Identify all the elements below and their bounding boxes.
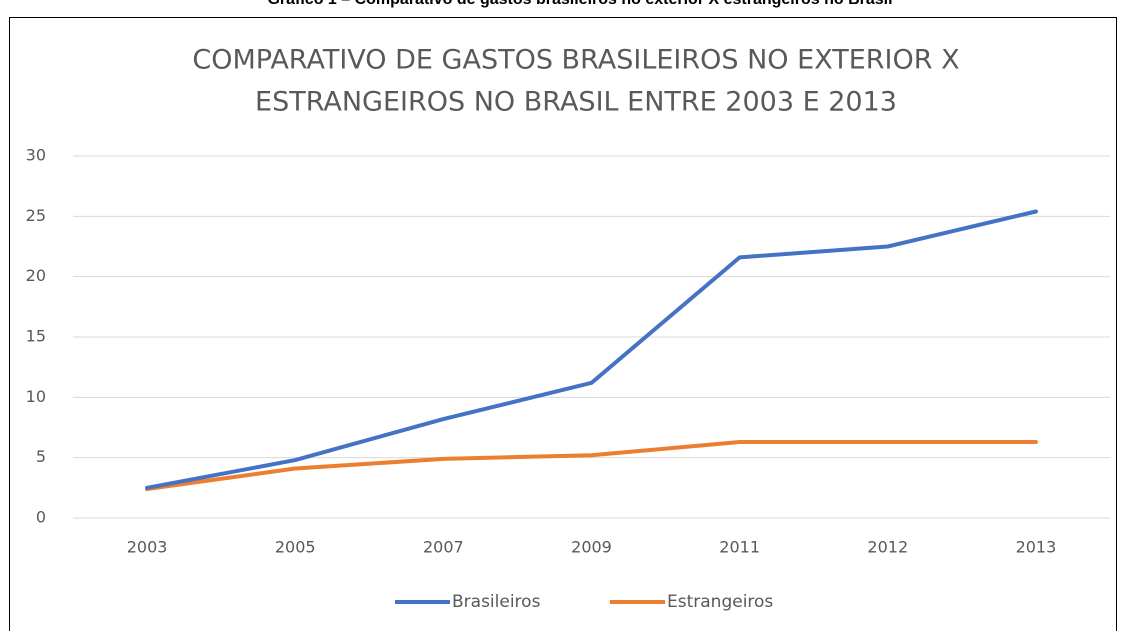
y-tick-label: 10 <box>26 387 46 406</box>
legend-label: Brasileiros <box>452 592 541 612</box>
line-series <box>145 209 1038 490</box>
x-tick-label: 2003 <box>127 538 168 557</box>
y-tick-label: 20 <box>26 266 46 285</box>
y-tick-label: 0 <box>36 508 46 527</box>
x-tick-label: 2012 <box>867 538 908 557</box>
line-series <box>145 439 1038 492</box>
y-tick-label: 5 <box>36 447 46 466</box>
caption: Gráfico 1 – Comparativo de gastos brasil… <box>267 0 892 8</box>
y-tick-label: 30 <box>26 146 46 165</box>
chart-title: COMPARATIVO DE GASTOS BRASILEIROS NO EXT… <box>192 45 959 76</box>
legend-label: Estrangeiros <box>667 592 773 612</box>
x-tick-label: 2011 <box>719 538 760 557</box>
chart-title: ESTRANGEIROS NO BRASIL ENTRE 2003 E 2013 <box>255 87 897 118</box>
x-tick-label: 2007 <box>423 538 464 557</box>
x-tick-label: 2009 <box>571 538 612 557</box>
y-tick-label: 15 <box>26 327 46 346</box>
y-tick-label: 25 <box>26 206 46 225</box>
chart-border <box>9 17 1117 631</box>
x-tick-label: 2005 <box>275 538 316 557</box>
x-tick-label: 2013 <box>1016 538 1057 557</box>
